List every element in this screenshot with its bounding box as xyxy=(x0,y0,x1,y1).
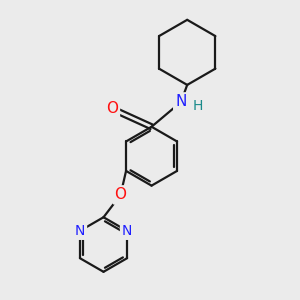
Text: N: N xyxy=(122,224,132,238)
Text: H: H xyxy=(193,99,203,113)
Text: O: O xyxy=(115,188,127,202)
Text: O: O xyxy=(106,101,118,116)
Text: N: N xyxy=(175,94,187,110)
Text: N: N xyxy=(75,224,85,238)
